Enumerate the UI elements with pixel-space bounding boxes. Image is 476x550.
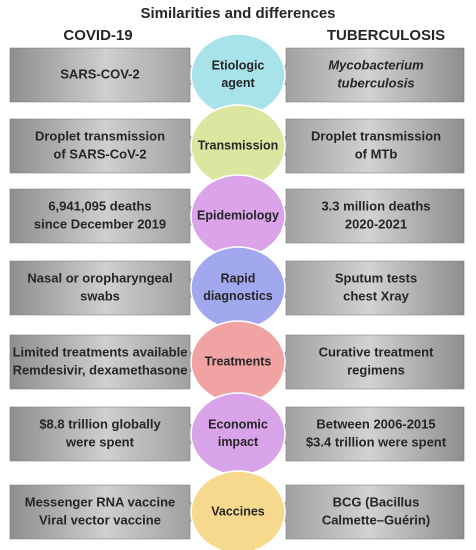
topic-label: Vaccines [211,504,265,518]
tb-text: chest Xray [343,288,410,303]
tb-text: Mycobacterium [328,57,424,72]
tb-text: Sputum tests [335,270,417,285]
tb-text: Curative treatment [319,344,435,359]
tb-text: tuberculosis [337,75,414,90]
covid-text: Viral vector vaccine [39,512,161,527]
topic-label: Treatments [205,354,272,368]
topic-circle [190,392,286,476]
covid-text: of SARS-CoV-2 [53,146,146,161]
covid-text: Nasal or oropharyngeal [27,270,172,285]
topic-label: agent [221,76,255,90]
covid-text: swabs [80,288,120,303]
topic-label: Economic [208,418,268,432]
topic-circle [190,470,286,550]
title: Similarities and differences [140,5,335,22]
tb-text: of MTb [355,146,398,161]
tb-text: $3.4 trillion were spent [306,434,447,449]
covid-text: since December 2019 [34,216,166,231]
covid-text: Limited treatments available [13,344,188,359]
topic-label: Transmission [198,138,279,152]
covid-text: $8.8 trillion globally [39,416,161,431]
tb-text: 2020-2021 [345,216,407,231]
tb-text: 3.3 million deaths [321,198,430,213]
topic-label: Etiologic [212,59,265,73]
topic-circle [190,246,286,330]
covid-text: Messenger RNA vaccine [25,494,176,509]
topic-label: Rapid [221,272,256,286]
topic-label: diagnostics [203,289,273,303]
left-header: COVID-19 [63,27,132,44]
covid-text: Droplet transmission [35,128,165,143]
covid-text: SARS-COV-2 [60,66,139,81]
tb-text: regimens [347,362,405,377]
topic-label: impact [218,435,259,449]
tb-text: Calmette–Guérin) [322,512,430,527]
tb-text: Droplet transmission [311,128,441,143]
tb-text: BCG (Bacillus [333,494,420,509]
topic-circle [190,33,286,117]
covid-text: were spent [65,434,135,449]
right-header: TUBERCULOSIS [327,27,445,44]
topic-label: Epidemiology [197,208,279,222]
covid-text: Remdesivir, dexamethasone [13,362,188,377]
tb-text: Between 2006-2015 [316,416,435,431]
covid-text: 6,941,095 deaths [48,198,151,213]
